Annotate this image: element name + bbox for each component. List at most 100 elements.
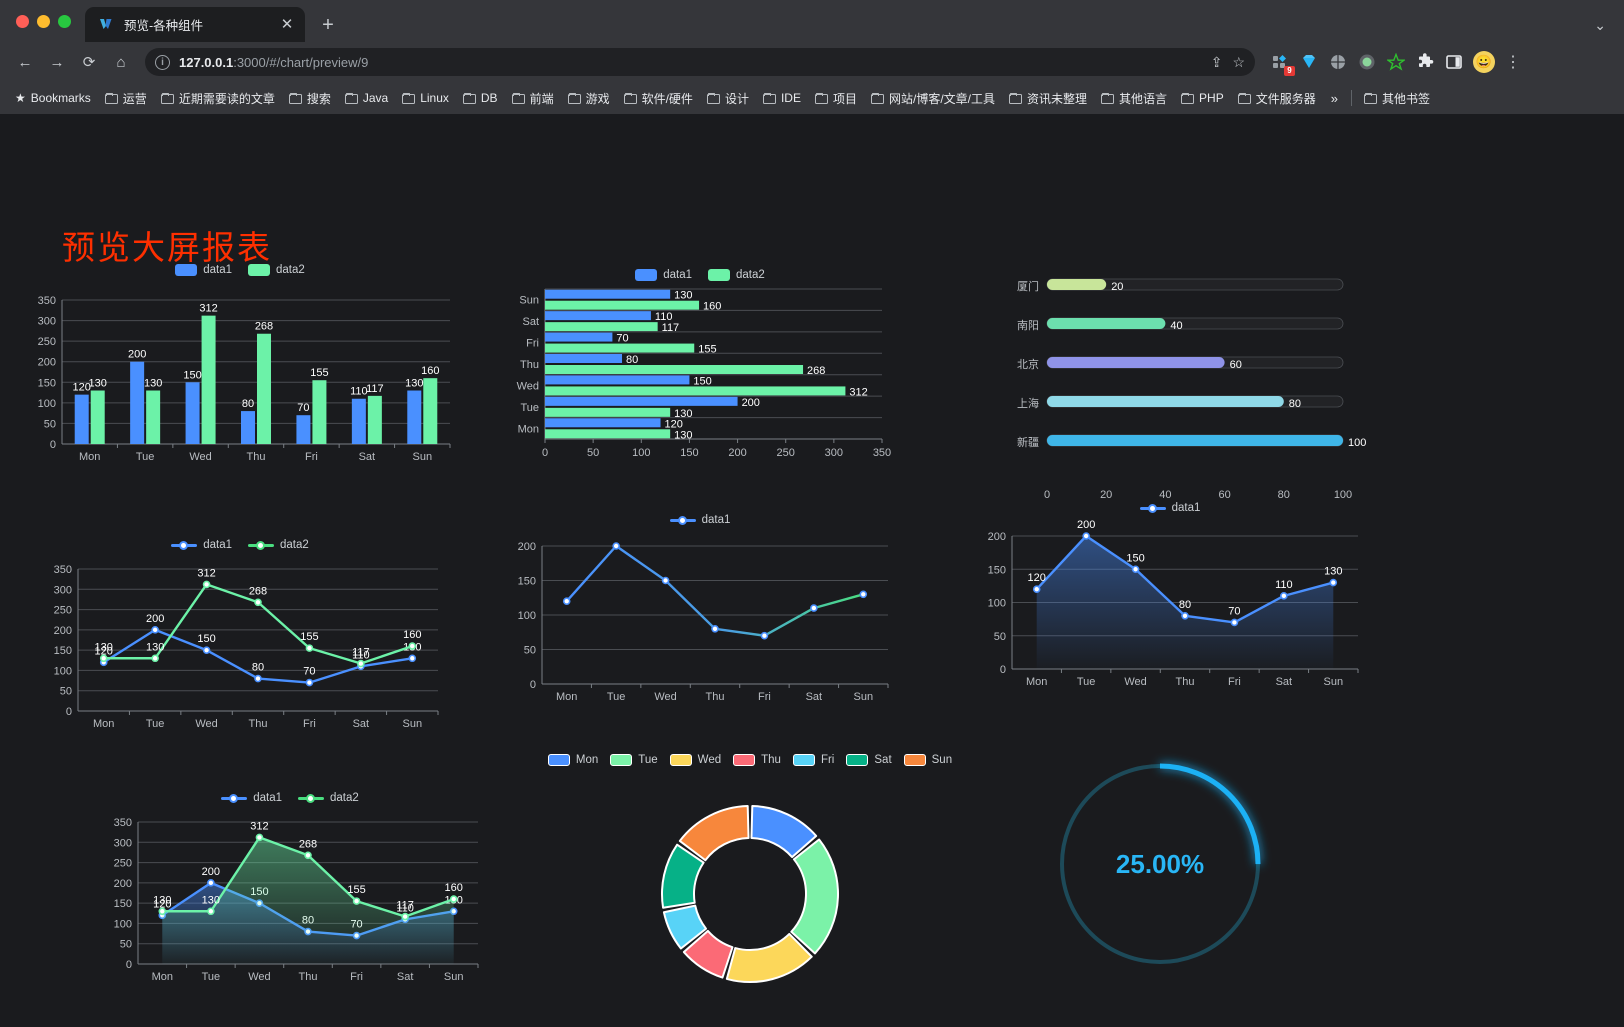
legend-item-fri[interactable]: Fri [792,754,834,766]
sidepanel-icon[interactable] [1444,52,1464,72]
legend-donut: Mon Tue Wed Thu Fri Sat Sun [547,754,952,766]
svg-text:150: 150 [693,375,711,387]
chart-bar-vertical[interactable]: 050100150200250300350Mon120130Tue200130W… [20,276,460,466]
back-button[interactable]: ← [17,53,33,71]
bookmark-folder-3[interactable]: Java [338,88,395,108]
maximize-window-button[interactable] [58,14,71,28]
bookmark-star-icon[interactable]: ☆ [1232,53,1245,70]
bookmark-folder-2[interactable]: 搜索 [282,87,338,110]
svg-text:上海: 上海 [1017,396,1039,410]
close-window-button[interactable] [16,14,29,28]
svg-text:80: 80 [1289,398,1301,410]
bookmark-folder-10[interactable]: IDE [756,88,808,108]
svg-text:100: 100 [38,398,56,410]
diamond-icon[interactable] [1299,52,1319,72]
svg-text:117: 117 [662,322,680,334]
legend-item-data2[interactable]: data2 [248,539,309,551]
extensions-grid-icon[interactable]: 9 [1270,52,1295,76]
legend-item-sat[interactable]: Sat [846,754,892,766]
bookmark-folder-11[interactable]: 项目 [808,87,864,110]
address-bar[interactable]: i 127.0.0.1:3000/#/chart/preview/9 ⇪ ☆ [145,48,1255,76]
bookmark-folder-1[interactable]: 近期需要读的文章 [154,87,282,110]
legend-item-data1[interactable]: data1 [669,514,730,526]
legend-item-mon[interactable]: Mon [547,754,598,766]
window-controls [12,0,85,42]
bookmark-folder-4[interactable]: Linux [395,88,456,108]
legend-item-thu[interactable]: Thu [733,754,781,766]
legend-item-data1[interactable]: data1 [221,792,282,804]
bookmark-folder-7[interactable]: 游戏 [561,87,617,110]
bookmarks-overflow-button[interactable]: » [1330,90,1338,106]
bookmark-folder-14[interactable]: 其他语言 [1094,87,1174,110]
legend-item-data2[interactable]: data2 [248,264,305,276]
legend-item-data1[interactable]: data1 [171,539,232,551]
legend-item-data1[interactable]: data1 [175,264,232,276]
chart-donut[interactable] [550,766,950,996]
svg-text:80: 80 [626,354,638,366]
svg-text:160: 160 [445,882,463,894]
svg-text:155: 155 [347,884,365,896]
browser-tab[interactable]: 预览-各种组件 ✕ [85,7,305,42]
star-outline-green-icon[interactable] [1386,52,1406,72]
bookmark-folder-15[interactable]: PHP [1174,88,1231,108]
bookmark-manager-item[interactable]: ★ Bookmarks [8,88,98,108]
globe-icon[interactable] [1328,52,1348,72]
legend-item-sun[interactable]: Sun [903,754,952,766]
chart-area-single[interactable]: 0 50 100 150 200 Mon Tue Wed Thu Fri Sat Sun 120 200 1… [970,514,1370,709]
svg-text:Thu: Thu [706,691,725,703]
svg-text:50: 50 [994,631,1006,643]
other-bookmarks-folder[interactable]: 其他书签 [1357,87,1437,110]
chart-area-dual[interactable]: 0 50 100 150 200 250 300 350 Mon Tue Wed Thu Fri Sat S… [90,804,490,999]
close-tab-button[interactable]: ✕ [280,16,294,33]
bookmark-folder-16[interactable]: 文件服务器 [1231,87,1323,110]
chart-panel-bar-horizontal: data1 data2 0 50 100 150 200 250 300 350 Sun 130 1… [500,269,900,471]
svg-text:130: 130 [144,378,162,390]
chart-gauge[interactable]: 25.00% [1035,739,1285,989]
legend-item-data1[interactable]: data1 [635,269,692,281]
legend-item-data2[interactable]: data2 [708,269,765,281]
forward-button[interactable]: → [49,53,65,71]
legend-item-data2[interactable]: data2 [298,792,359,804]
svg-text:350: 350 [54,564,72,576]
svg-text:50: 50 [120,939,132,951]
legend-line-icon [248,539,274,551]
puzzle-icon[interactable] [1415,52,1435,72]
legend-item-data1[interactable]: data1 [1139,502,1200,514]
bookmark-folder-0[interactable]: 运营 [98,87,154,110]
circle-green-icon[interactable] [1357,52,1377,72]
legend-item-tue[interactable]: Tue [610,754,658,766]
legend-swatch-icon [610,754,633,766]
legend-area-single: data1 [970,502,1370,514]
svg-text:Thu: Thu [299,971,318,983]
bookmark-label: Java [362,91,389,105]
chart-line-smooth[interactable]: 0 50 100 150 200 Mon Tue Wed Thu Fri Sat Sun [500,526,900,721]
url-text: 127.0.0.1:3000/#/chart/preview/9 [179,55,368,70]
svg-text:Tue: Tue [1077,676,1096,688]
bookmark-folder-12[interactable]: 网站/博客/文章/工具 [864,87,1002,110]
share-icon[interactable]: ⇪ [1210,53,1223,70]
bookmark-folder-13[interactable]: 资讯未整理 [1002,87,1094,110]
new-tab-button[interactable]: + [322,13,334,36]
folder-icon [288,92,302,104]
minimize-window-button[interactable] [37,14,50,28]
svg-text:200: 200 [54,625,72,637]
chevron-down-icon[interactable]: ⌄ [1594,17,1606,33]
browser-menu-icon[interactable]: ⋮ [1505,54,1521,71]
home-button[interactable]: ⌂ [116,53,126,71]
chart-progress-bars[interactable]: 厦门 20 南阳 40 北京 60 上海 80 新疆 100 0 20 40 60 80 100 [985,269,1385,504]
svg-text:Mon: Mon [556,691,577,703]
site-info-icon[interactable]: i [155,54,170,70]
svg-text:80: 80 [252,662,264,674]
avatar[interactable]: 😀 [1473,51,1495,73]
legend-label: Sat [874,754,892,766]
reload-button[interactable]: ⟳ [82,54,96,71]
bookmark-folder-8[interactable]: 软件/硬件 [617,87,700,110]
chart-line-dual[interactable]: 0 50 100 150 200 250 300 350 Mon Tue Wed Thu Fri Sat S… [30,551,450,746]
url-path: :3000/#/chart/preview/9 [233,54,369,70]
bookmark-folder-5[interactable]: DB [456,88,505,108]
svg-text:268: 268 [807,365,825,377]
bookmark-folder-9[interactable]: 设计 [700,87,756,110]
bookmark-folder-6[interactable]: 前端 [505,87,561,110]
legend-item-wed[interactable]: Wed [669,754,721,766]
